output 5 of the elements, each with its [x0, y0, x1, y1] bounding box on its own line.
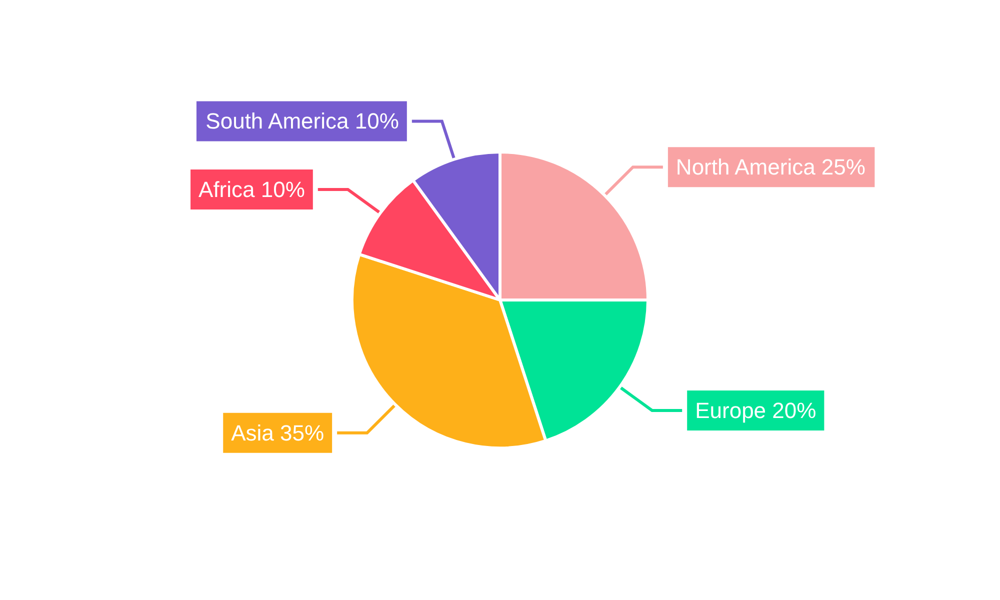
- slice-label: Asia 35%: [231, 420, 324, 446]
- slice-label: Africa 10%: [198, 176, 305, 202]
- slice-label: Europe 20%: [695, 398, 816, 424]
- slice-label: North America 25%: [676, 154, 866, 180]
- slice-label: South America 10%: [206, 108, 399, 134]
